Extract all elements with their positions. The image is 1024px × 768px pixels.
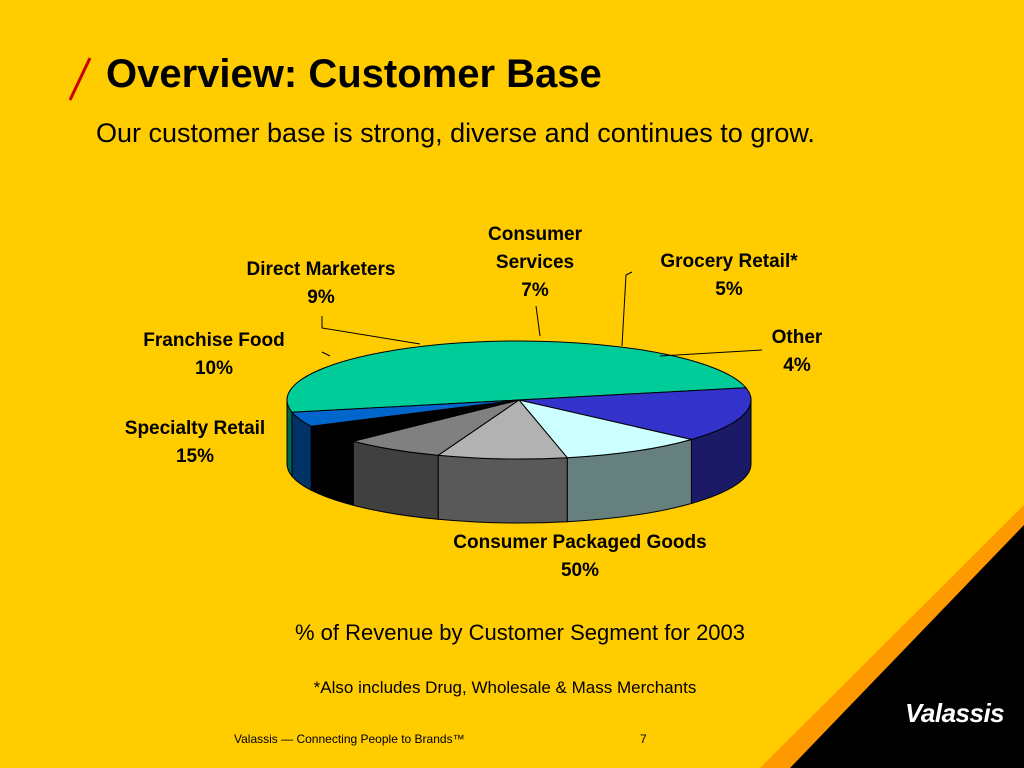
pie-side-direct-marketers [437, 454, 568, 524]
page-number: 7 [640, 732, 647, 746]
leader-line-direct-marketers [321, 316, 421, 345]
leader-line-franchise-food [321, 351, 331, 357]
leader-line-consumer-services [535, 305, 541, 337]
footer-tagline: Valassis — Connecting People to Brands™ [234, 732, 465, 746]
footnote: *Also includes Drug, Wholesale & Mass Me… [313, 678, 697, 697]
brand-logo: Valassis [905, 698, 1005, 729]
page-title: Overview: Customer Base [106, 52, 602, 96]
data-label-specialty-retail: Specialty Retail 15% [125, 418, 265, 467]
data-label-other: Other 4% [772, 327, 823, 376]
data-label-franchise-food: Franchise Food 10% [143, 330, 284, 379]
data-label-consumer-packaged-goods: Consumer Packaged Goods 50% [453, 532, 706, 581]
data-label-direct-marketers: Direct Marketers 9% [247, 259, 396, 308]
data-label-grocery-retail: Grocery Retail* 5% [660, 251, 798, 300]
pie-chart: Consumer Packaged Goods 50% Specialty Reta… [125, 224, 823, 581]
data-label-consumer-services: Consumer Services 7% [488, 224, 583, 301]
title-slash-icon [68, 57, 92, 101]
pie-slice-franchise-food [517, 399, 692, 459]
pie-slice-direct-marketers [436, 399, 569, 460]
pie-slice-other [291, 399, 520, 427]
pie-slice-consumer-packaged-goods [286, 340, 747, 413]
chart-caption: % of Revenue by Customer Segment for 200… [294, 620, 746, 645]
leader-line-grocery-retail [621, 271, 633, 347]
brand-name: alassis [920, 698, 1005, 728]
pie-slice-consumer-services [353, 399, 520, 456]
leader-line-other [659, 349, 763, 357]
page-subtitle: Our customer base is strong, diverse and… [96, 118, 815, 148]
brand-initial: V [905, 698, 921, 728]
pie-slice-specialty-retail [518, 387, 752, 440]
